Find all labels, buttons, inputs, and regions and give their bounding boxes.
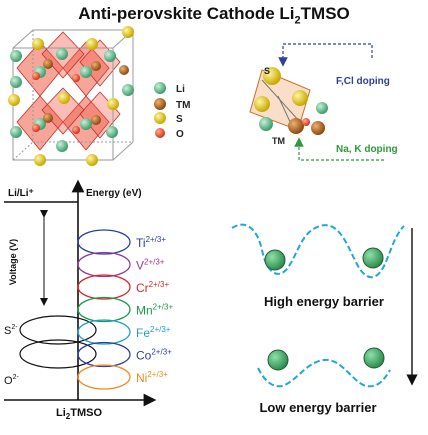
doping-o-atom [302,118,310,126]
anion-doping-arrow [278,43,373,67]
s-anion-ellipse [19,315,97,345]
doping-tm-atom-2 [311,121,325,135]
s-anion-label: S2- [4,324,18,337]
anion-doping-label: F,Cl doping [336,76,390,87]
sulfur-atoms [8,26,134,166]
doping-cluster: S TM F,Cl doping Na, K doping [249,43,398,161]
cation-label-co: Co2+/3+ [136,348,172,363]
legend-li-label: Li [176,84,185,95]
octahedra [16,31,121,151]
doping-tm-atom [288,118,304,134]
low-barrier-curve [257,358,391,388]
title-suffix: TMSO [300,4,350,23]
cation-label-v: V2+/3+ [136,258,165,273]
doping-s-atom-2 [292,90,308,106]
high-barrier-ion-left [264,249,286,271]
legend-s-swatch [154,112,166,124]
doping-li-atom [259,117,273,131]
oxygen-atoms [32,72,80,134]
tm-atoms [43,59,129,125]
legend-s-label: S [176,114,183,125]
high-barrier-curve [231,223,405,279]
voltage-axis-label: Voltage (V) [8,239,18,285]
orbital-co [77,341,131,368]
legend-o-label: O [176,129,184,140]
crystal-structure [8,26,135,166]
orbital-ti [77,229,131,255]
energy-diagram: Li/Li⁺ Energy (eV) Voltage (V) Li2TMSO S… [4,179,173,421]
figure-title: Anti-perovskite Cathode Li2TMSO [0,4,428,26]
low-barrier-label: Low energy barrier [259,400,376,415]
title-main: Anti-perovskite Cathode Li [78,4,295,23]
orbital-v [77,251,131,278]
o-anion-label: O2- [4,374,19,387]
cation-doping-label: Na, K doping [336,144,398,155]
orbital-mn [77,296,131,323]
title-subscript: 2 [294,14,301,27]
barrier-panel: High energy barrier Low energy barrier [231,223,418,415]
cation-label-ni: Ni2+/3+ [136,370,168,385]
low-barrier-ion-right [363,347,385,369]
atom-legend: Li TM S O [154,82,190,140]
doping-s-atom [263,67,281,85]
cation-label-mn: Mn2+/3+ [136,303,173,318]
orbital-fe [77,319,131,345]
doping-s-atom-3 [254,96,270,112]
legend-tm-label: TM [176,100,190,111]
doping-s-label: S [264,66,270,76]
o-anion-ellipse [19,339,97,369]
doping-li-atom-2 [316,102,328,114]
energy-x-label: Li2TMSO [56,407,102,421]
legend-o-swatch [155,128,165,138]
cation-doping-arrow [294,137,384,161]
li-reference-label: Li/Li⁺ [8,188,34,199]
cation-label-ti: Ti2+/3+ [136,235,166,250]
low-barrier-ion-left [267,349,289,371]
legend-tm-swatch [154,98,166,110]
orbital-ni [77,364,131,390]
orbital-cr [77,274,131,300]
cation-label-cr: Cr2+/3+ [136,280,169,295]
lithium-atoms [10,48,134,152]
cation-label-fe: Fe2+/3+ [136,325,171,340]
legend-li-swatch [154,82,166,94]
high-barrier-label: High energy barrier [264,294,384,309]
cation-orbitals: Ti2+/3+ V2+/3+ Cr2+/3+ Mn2+/3+ Fe2+/3+ Co2+/3… [77,229,173,390]
doping-tm-label: TM [272,136,285,146]
energy-axis-label: Energy (eV) [86,188,142,199]
high-barrier-ion-right [362,247,384,269]
